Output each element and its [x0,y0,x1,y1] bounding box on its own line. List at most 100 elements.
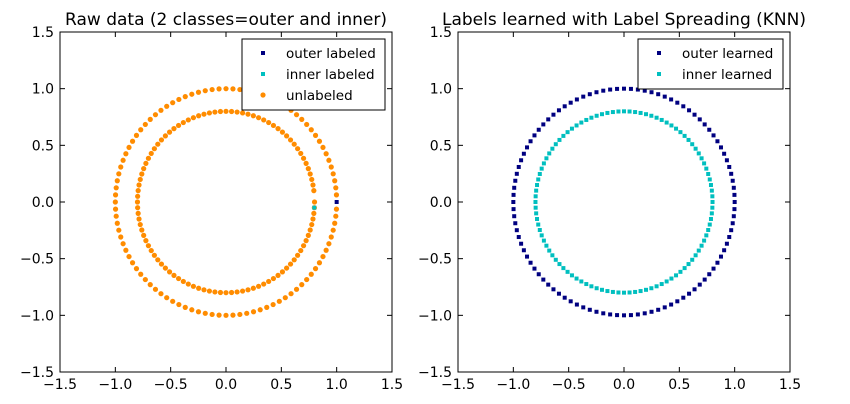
outer-learned-point [536,272,541,277]
y-tick-label: 0.0 [430,195,452,211]
outer-learned-point [532,133,537,138]
unlabeled-point [139,171,145,177]
outer-learned-point [681,295,686,300]
unlabeled-point [185,281,191,287]
outer-learned-point [528,139,533,144]
unlabeled-point [120,241,126,247]
outer-learned-point [513,178,518,183]
unlabeled-point [195,309,202,315]
unlabeled-point [120,157,126,163]
unlabeled-point [333,185,339,191]
inner-learned-point [669,276,674,281]
inner-learned-point [584,117,589,122]
inner-learned-point [616,290,621,295]
outer-learned-point [729,228,734,233]
unlabeled-point [145,243,152,249]
outer-learned-point [512,185,517,190]
legend-marker-unlabeled [260,92,266,98]
x-tick-label: −1.5 [441,377,475,393]
unlabeled-point [300,243,307,249]
outer-labeled-point [334,200,339,204]
x-tick-label: 1.0 [724,377,746,393]
unlabeled-point [261,281,267,287]
inner-learned-point [669,123,674,128]
inner-learned-point [622,290,626,295]
unlabeled-point [284,133,290,139]
outer-learned-point [697,282,702,287]
inner-learned-point [682,266,687,271]
y-tick-label: −1.5 [418,365,452,381]
outer-learned-point [635,312,640,317]
outer-learned-point [649,309,654,314]
outer-learned-point [727,164,732,169]
outer-learned-point [730,178,735,183]
y-tick-label: 1.5 [430,25,452,41]
unlabeled-point [230,86,236,92]
outer-learned-point [568,100,573,105]
inner-learned-point [702,238,707,243]
outer-learned-point [615,86,620,91]
unlabeled-point [176,301,182,308]
unlabeled-point [310,216,316,222]
inner-learned-point [710,200,715,204]
unlabeled-point [293,112,300,118]
unlabeled-point [250,285,256,291]
unlabeled-point [223,86,229,92]
inner-learned-point [561,133,566,138]
unlabeled-point [152,286,159,292]
unlabeled-point [304,276,310,283]
inner-learned-point [708,183,713,188]
outer-learned-point [594,90,599,95]
outer-learned-point [718,145,723,150]
inner-learned-point [550,253,555,258]
outer-learned-point [692,287,697,292]
inner-learned-point [682,133,687,138]
y-tick-label: 0.5 [430,138,452,154]
unlabeled-point [250,113,256,119]
outer-learned-point [642,311,647,316]
unlabeled-point [151,252,157,258]
inner-learned-point [699,156,704,161]
legend-frame [637,38,784,90]
outer-learned-point [581,94,586,99]
legend-marker-outer-labeled [261,51,265,55]
unlabeled-point [275,272,281,278]
inner-learned-point [633,289,638,294]
unlabeled-point [234,289,240,295]
outer-learned-point [656,92,661,97]
unlabeled-point [175,122,182,129]
outer-learned-point [521,151,526,156]
inner-learned-point [539,233,544,238]
inner-learned-point [610,289,615,294]
outer-learned-point [551,112,556,117]
unlabeled-point [333,206,340,212]
inner-learned-point [599,112,604,117]
unlabeled-point [147,282,153,288]
outer-learned-point [697,117,702,122]
inner-learned-point [649,113,654,118]
unlabeled-point [135,188,141,194]
unlabeled-point [158,107,164,113]
unlabeled-point [320,253,326,260]
outer-learned-point [608,87,613,92]
outer-learned-point [707,127,712,132]
unlabeled-point [217,289,224,296]
unlabeled-point [114,178,120,184]
unlabeled-point [303,160,309,166]
x-tick-label: 1.0 [326,377,348,393]
unlabeled-point [332,220,338,226]
legend-marker-inner-labeled [261,72,265,76]
inner-learned-point [547,248,552,253]
unlabeled-point [118,164,124,170]
inner-learned-point [659,117,664,122]
unlabeled-point [323,151,329,157]
y-tick-label: 0.5 [32,138,54,154]
unlabeled-point [196,285,202,291]
inner-learned-point [594,113,599,118]
unlabeled-point [300,155,307,161]
unlabeled-point [180,278,186,285]
outer-learned-point [662,305,667,310]
unlabeled-point [284,265,290,271]
x-tick-label: 1.5 [779,377,801,393]
outer-learned-point [722,248,727,253]
